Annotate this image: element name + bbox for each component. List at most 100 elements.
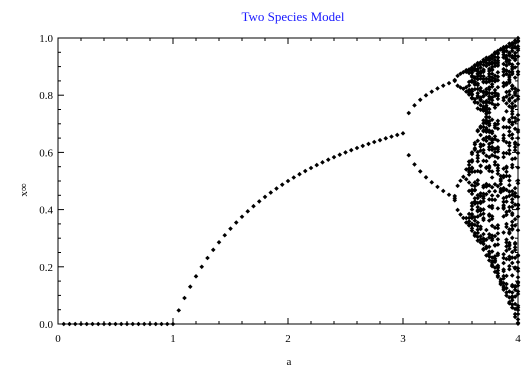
data-point bbox=[504, 80, 509, 86]
data-point bbox=[512, 156, 518, 161]
data-point bbox=[507, 257, 512, 262]
data-point bbox=[507, 104, 512, 109]
data-point bbox=[458, 212, 463, 217]
data-point bbox=[509, 295, 515, 300]
data-point bbox=[107, 321, 113, 327]
data-point bbox=[501, 97, 506, 103]
data-point bbox=[489, 184, 495, 190]
data-point bbox=[492, 51, 498, 56]
data-point bbox=[489, 249, 495, 254]
data-point bbox=[504, 256, 509, 262]
data-point bbox=[400, 131, 406, 136]
data-point bbox=[489, 193, 495, 198]
data-point bbox=[501, 202, 506, 208]
x-tick-label: 4 bbox=[515, 333, 521, 345]
data-point bbox=[498, 189, 504, 195]
data-point bbox=[507, 301, 512, 306]
data-point bbox=[515, 259, 521, 265]
data-point bbox=[113, 321, 118, 327]
data-point bbox=[495, 252, 501, 258]
data-point bbox=[501, 132, 506, 138]
data-point bbox=[394, 132, 400, 138]
data-point bbox=[371, 139, 377, 145]
data-point bbox=[210, 247, 216, 253]
data-point bbox=[484, 86, 489, 92]
data-point bbox=[412, 162, 417, 167]
data-point bbox=[504, 293, 509, 298]
data-point bbox=[492, 136, 498, 142]
data-point bbox=[507, 189, 512, 195]
data-point bbox=[515, 180, 521, 186]
data-point bbox=[512, 141, 518, 147]
data-point bbox=[498, 173, 504, 179]
data-point bbox=[495, 168, 501, 173]
data-point bbox=[466, 180, 472, 185]
data-point bbox=[90, 321, 95, 327]
data-point bbox=[495, 70, 501, 75]
data-point bbox=[504, 199, 509, 204]
data-point bbox=[343, 150, 348, 155]
data-point bbox=[504, 94, 509, 99]
data-point bbox=[469, 87, 475, 92]
data-point bbox=[492, 233, 498, 239]
data-point bbox=[320, 160, 325, 165]
data-point bbox=[478, 61, 483, 67]
data-point bbox=[509, 62, 515, 67]
data-point bbox=[509, 260, 515, 266]
data-point bbox=[495, 84, 501, 90]
data-point bbox=[507, 125, 512, 130]
data-point bbox=[507, 133, 512, 138]
data-point bbox=[478, 226, 483, 232]
data-point bbox=[176, 308, 182, 313]
data-point bbox=[481, 76, 486, 82]
data-point bbox=[67, 321, 72, 327]
data-point bbox=[406, 152, 412, 158]
data-point bbox=[481, 142, 486, 148]
data-point bbox=[507, 151, 512, 157]
data-point bbox=[509, 273, 515, 278]
data-point bbox=[509, 40, 515, 46]
data-point bbox=[501, 115, 506, 121]
data-point bbox=[501, 138, 506, 143]
data-point bbox=[495, 273, 501, 279]
data-point bbox=[495, 165, 501, 171]
data-point bbox=[501, 251, 506, 257]
data-point bbox=[486, 189, 492, 194]
data-point bbox=[512, 266, 518, 271]
data-point bbox=[509, 165, 515, 170]
data-point bbox=[481, 57, 486, 63]
data-point bbox=[492, 197, 498, 203]
data-point bbox=[495, 270, 501, 276]
data-point bbox=[501, 260, 506, 266]
data-point bbox=[507, 229, 512, 235]
data-point bbox=[466, 211, 472, 217]
data-point bbox=[417, 169, 423, 174]
data-point bbox=[486, 114, 492, 120]
data-point bbox=[515, 69, 521, 75]
data-point bbox=[509, 86, 515, 92]
data-point bbox=[486, 90, 492, 96]
data-point bbox=[489, 144, 495, 150]
data-point bbox=[512, 287, 518, 293]
data-point bbox=[498, 181, 504, 187]
data-point bbox=[481, 211, 486, 217]
data-point bbox=[435, 184, 440, 190]
x-tick-label: 2 bbox=[285, 333, 291, 345]
data-point bbox=[492, 105, 498, 110]
data-point bbox=[512, 147, 518, 153]
data-point bbox=[170, 321, 176, 327]
data-point bbox=[216, 239, 222, 245]
data-point bbox=[512, 194, 518, 199]
data-point bbox=[501, 267, 506, 272]
data-point bbox=[84, 321, 90, 327]
data-point bbox=[509, 162, 515, 168]
data-point bbox=[475, 214, 481, 219]
data-point bbox=[515, 305, 521, 310]
data-point bbox=[472, 142, 478, 147]
data-point bbox=[489, 233, 495, 238]
data-point bbox=[475, 159, 481, 164]
data-point bbox=[486, 183, 492, 188]
data-point bbox=[507, 77, 512, 82]
data-point bbox=[486, 71, 492, 77]
